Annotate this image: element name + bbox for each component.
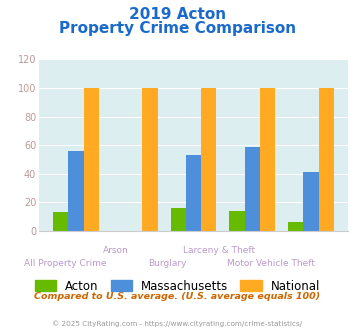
Text: Arson: Arson [103, 246, 129, 255]
Text: Larceny & Theft: Larceny & Theft [183, 246, 255, 255]
Bar [142, 88, 158, 231]
Bar [245, 147, 260, 231]
Text: All Property Crime: All Property Crime [23, 259, 106, 268]
Bar [186, 155, 201, 231]
Bar [260, 88, 275, 231]
Legend: Acton, Massachusetts, National: Acton, Massachusetts, National [30, 275, 325, 297]
Bar [170, 208, 186, 231]
Bar [318, 88, 334, 231]
Text: Burglary: Burglary [148, 259, 187, 268]
Text: Compared to U.S. average. (U.S. average equals 100): Compared to U.S. average. (U.S. average … [34, 292, 321, 301]
Text: Property Crime Comparison: Property Crime Comparison [59, 21, 296, 36]
Bar [69, 151, 84, 231]
Bar [84, 88, 99, 231]
Bar [229, 211, 245, 231]
Text: Motor Vehicle Theft: Motor Vehicle Theft [227, 259, 315, 268]
Bar [53, 213, 69, 231]
Bar [201, 88, 217, 231]
Bar [303, 172, 318, 231]
Text: 2019 Acton: 2019 Acton [129, 7, 226, 21]
Bar [288, 222, 303, 231]
Text: © 2025 CityRating.com - https://www.cityrating.com/crime-statistics/: © 2025 CityRating.com - https://www.city… [53, 320, 302, 327]
